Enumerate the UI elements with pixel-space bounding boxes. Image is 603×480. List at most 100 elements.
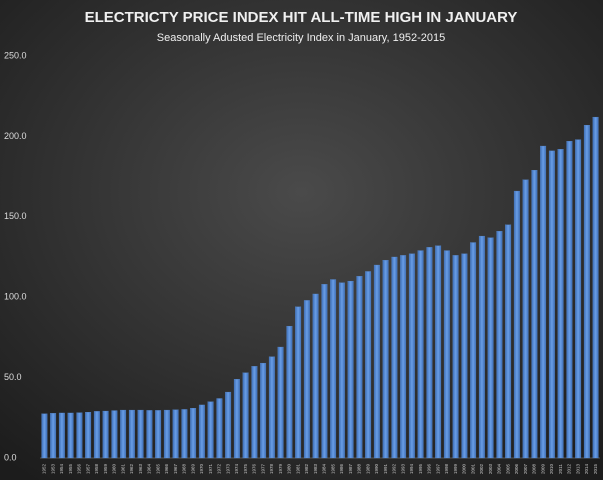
chart-subtitle: Seasonally Adusted Electricity Index in … (157, 32, 445, 44)
bar (225, 391, 232, 459)
x-tick-label: 1984 (322, 463, 327, 474)
bar (58, 412, 65, 459)
x-tick-label: 1958 (94, 463, 99, 474)
y-tick-label: 200.0 (4, 131, 27, 141)
x-tick-label: 2010 (549, 463, 554, 474)
bar (382, 260, 389, 459)
x-tick-label: 1960 (112, 463, 117, 474)
x-tick-label: 1981 (295, 463, 300, 474)
x-tick-label: 1982 (304, 463, 309, 474)
bar (461, 253, 468, 459)
bar (566, 141, 573, 459)
bar (111, 410, 118, 459)
x-tick-label: 2014 (584, 463, 589, 474)
bar (400, 255, 407, 459)
x-tick-label: 1952 (42, 463, 47, 474)
bar (242, 372, 249, 459)
bar (181, 409, 188, 459)
bar (85, 412, 92, 459)
x-tick-label: 2001 (470, 463, 475, 474)
bar (452, 255, 459, 459)
x-tick-label: 1998 (444, 463, 449, 474)
bar (522, 179, 529, 459)
bar (592, 116, 599, 459)
x-tick-label: 1966 (164, 463, 169, 474)
bar (67, 412, 74, 459)
y-tick-label: 150.0 (4, 211, 27, 221)
bar (356, 276, 363, 459)
bar (102, 410, 109, 459)
x-tick-label: 1985 (330, 463, 335, 474)
x-tick-label: 2015 (593, 463, 598, 474)
bar (216, 398, 223, 459)
x-tick-label: 1979 (278, 463, 283, 474)
bar (373, 264, 380, 459)
bar (303, 300, 310, 459)
bar (408, 253, 415, 459)
bar (548, 150, 555, 459)
x-tick-label: 2011 (558, 464, 563, 474)
x-tick-label: 1965 (155, 463, 160, 474)
x-tick-label: 1994 (409, 463, 414, 474)
bar (391, 256, 398, 459)
chart-title: ELECTRICTY PRICE INDEX HIT ALL-TIME HIGH… (85, 9, 518, 26)
bar (233, 379, 240, 459)
bar (338, 282, 345, 459)
bar (251, 366, 258, 459)
bar (146, 410, 153, 459)
bar (365, 271, 372, 459)
bar (172, 409, 179, 459)
x-tick-label: 2002 (479, 463, 484, 474)
x-tick-label: 1983 (313, 463, 318, 474)
bar (487, 237, 494, 459)
x-tick-label: 1969 (190, 463, 195, 474)
bar (190, 408, 197, 459)
bar (268, 356, 275, 459)
x-tick-label: 2008 (532, 463, 537, 474)
bar (470, 242, 477, 459)
bar (277, 346, 284, 459)
x-tick-label: 1987 (348, 463, 353, 474)
x-tick-label: 1957 (85, 463, 90, 474)
bar (496, 231, 503, 459)
x-tick-label: 1971 (208, 463, 213, 474)
x-tick-label: 2004 (497, 463, 502, 474)
x-tick-label: 1978 (269, 463, 274, 474)
bar (478, 235, 485, 459)
x-tick-label: 2007 (523, 463, 528, 474)
x-tick-label: 1986 (339, 463, 344, 474)
x-tick-label: 1959 (103, 463, 108, 474)
x-tick-label: 1976 (252, 463, 257, 474)
x-tick-label: 1989 (365, 463, 370, 474)
bar (531, 170, 538, 459)
x-tick-label: 1972 (217, 463, 222, 474)
bar (50, 413, 57, 459)
x-tick-label: 1961 (120, 463, 125, 474)
bar (76, 412, 83, 459)
bar (583, 124, 590, 459)
x-tick-label: 1991 (383, 463, 388, 474)
x-tick-label: 1962 (129, 463, 134, 474)
x-tick-label: 2005 (505, 463, 510, 474)
bar (198, 404, 205, 459)
y-tick-label: 0.0 (4, 452, 17, 462)
bar (163, 409, 170, 459)
x-tick-label: 2000 (462, 463, 467, 474)
x-tick-label: 1997 (435, 463, 440, 474)
x-tick-label: 1993 (400, 463, 405, 474)
bar (575, 139, 582, 459)
x-tick-label: 1963 (138, 463, 143, 474)
bar (435, 245, 442, 459)
x-tick-label: 2013 (575, 463, 580, 474)
bar (295, 306, 302, 459)
x-tick-label: 1974 (234, 463, 239, 474)
x-tick-label: 1988 (357, 463, 362, 474)
x-tick-label: 1967 (173, 463, 178, 474)
bar (540, 145, 547, 459)
bar (330, 279, 337, 459)
bar (207, 401, 214, 459)
bar (312, 293, 319, 459)
x-tick-label: 1968 (182, 463, 187, 474)
